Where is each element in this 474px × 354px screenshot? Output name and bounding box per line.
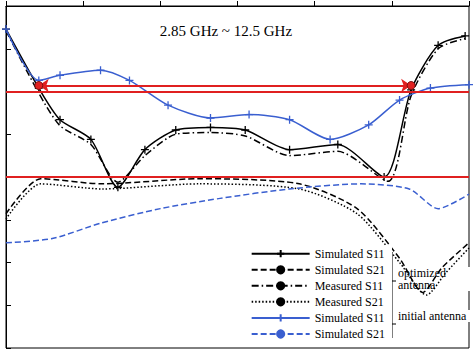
svg-text:initial antenna: initial antenna <box>398 309 467 323</box>
svg-text:Measured S11: Measured S11 <box>315 279 384 293</box>
svg-text:Measured S21: Measured S21 <box>315 295 384 309</box>
svg-text:Simulated S21: Simulated S21 <box>315 327 388 341</box>
svg-text:antenna: antenna <box>398 278 436 292</box>
svg-text:Simulated S11: Simulated S11 <box>315 311 388 325</box>
svg-text:optimized: optimized <box>398 266 449 280</box>
svg-text:Simulated S11: Simulated S11 <box>315 247 385 261</box>
svg-text:Simulated S21: Simulated S21 <box>315 263 385 277</box>
svg-text:2.85 GHz ~ 12.5 GHz: 2.85 GHz ~ 12.5 GHz <box>160 23 293 39</box>
